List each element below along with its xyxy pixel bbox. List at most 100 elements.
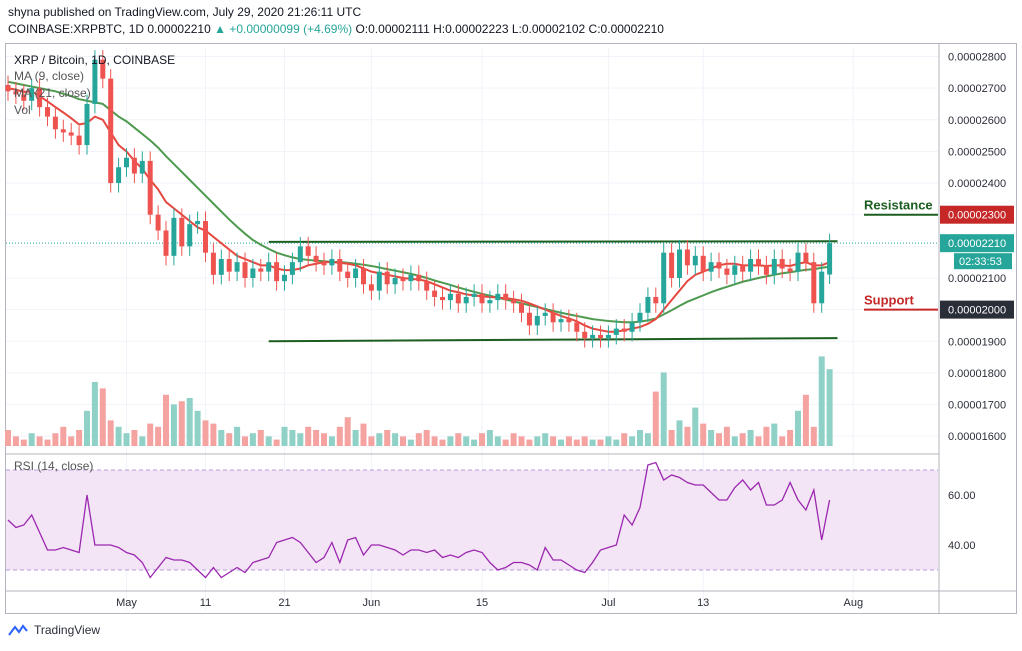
candle-body	[179, 217, 185, 247]
price-tick-label: 0.00001900	[948, 336, 1006, 348]
volume-bar	[613, 439, 620, 446]
volume-bar	[242, 436, 248, 446]
countdown-label: 02:33:53	[959, 256, 1002, 268]
candle-body	[147, 160, 153, 215]
candle-body	[376, 271, 382, 291]
candle-body	[771, 258, 777, 275]
candle-body	[732, 265, 738, 275]
ohlc-values: O:0.00002111 H:0.00002223 L:0.00002102 C…	[355, 22, 664, 36]
time-tick-label: 11	[200, 597, 211, 609]
volume-bar	[5, 430, 11, 446]
volume-bar	[249, 433, 256, 446]
price-tick-label: 0.00002500	[948, 146, 1006, 158]
volume-bar	[431, 436, 438, 446]
candle-body	[337, 258, 343, 272]
volume-bar	[700, 423, 707, 446]
candle-body	[76, 135, 82, 146]
volume-bar	[573, 439, 580, 446]
candle-body	[708, 262, 714, 272]
candle-body	[455, 293, 461, 304]
volume-bar	[44, 439, 51, 446]
ma9-legend: MA (9, close)	[14, 69, 84, 83]
volume-bar	[534, 436, 541, 446]
candle-body	[503, 293, 509, 301]
symbol-label: COINBASE:XRPBTC, 1D	[8, 22, 145, 36]
candle-body	[558, 319, 564, 323]
volume-bar	[486, 430, 493, 446]
volume-bar	[684, 426, 691, 446]
chart-header: shyna published on TradingView.com, July…	[0, 0, 1022, 44]
volume-bar	[771, 423, 778, 446]
volume-bar	[194, 410, 201, 446]
volume-bar	[20, 439, 27, 446]
volume-bar	[321, 433, 327, 446]
volume-bar	[115, 426, 122, 446]
rsi-tick-label: 40.00	[948, 540, 976, 552]
candle-body	[305, 246, 311, 256]
candle-body	[416, 274, 422, 282]
resistance-price-tag-bg	[940, 205, 1014, 224]
candle-body	[677, 249, 682, 278]
volume-bar	[447, 436, 454, 446]
volume-bar	[36, 436, 43, 446]
price-tick-label: 0.00002700	[948, 83, 1006, 95]
volume-bar	[779, 436, 786, 446]
candle-body	[487, 300, 493, 304]
candle-body	[68, 132, 74, 136]
candle-body	[463, 296, 469, 304]
candle-body	[226, 258, 232, 272]
candle-body	[748, 258, 754, 272]
volume-bar	[28, 433, 35, 446]
volume-bar	[439, 439, 446, 446]
candle-body	[787, 268, 793, 272]
volume-bar	[818, 356, 825, 446]
candle-body	[574, 322, 580, 332]
candle-body	[329, 258, 335, 266]
candle-body	[534, 315, 540, 326]
candle-body	[424, 281, 430, 291]
candle-body	[511, 300, 517, 304]
candle-body	[653, 296, 659, 304]
candle-body	[716, 262, 722, 269]
candle-body	[613, 328, 619, 335]
candle-body	[321, 262, 327, 266]
price-change: +0.00000099 (+4.69%)	[229, 22, 353, 36]
candle-body	[629, 322, 635, 332]
volume-bar	[810, 426, 817, 446]
candle-body	[282, 274, 287, 282]
volume-bar	[581, 436, 588, 446]
candle-body	[266, 262, 272, 272]
volume-bar	[91, 382, 98, 446]
candle-body	[210, 252, 216, 275]
time-tick-label: 21	[278, 597, 290, 609]
candle-body	[795, 252, 801, 272]
candle-body	[274, 262, 280, 282]
price-tick-label: 0.00002400	[948, 178, 1006, 190]
candle-body	[495, 293, 501, 301]
volume-bar	[170, 404, 177, 446]
candle-body	[550, 312, 556, 323]
countdown-bg	[954, 253, 1012, 270]
candle-body	[13, 91, 19, 95]
time-tick-label: Jul	[601, 597, 615, 609]
tradingview-logo-icon	[8, 624, 28, 636]
volume-bar	[716, 433, 722, 446]
candle-body	[171, 217, 177, 256]
volume-bar	[637, 430, 643, 446]
volume-bar	[731, 436, 738, 446]
candle-body	[447, 293, 453, 301]
volume-bar	[660, 372, 667, 446]
volume-bar	[558, 439, 564, 446]
volume-bar	[305, 426, 312, 446]
candle-body	[621, 328, 627, 332]
volume-bar	[60, 426, 67, 446]
volume-bar	[518, 436, 525, 446]
candle-body	[479, 293, 485, 304]
volume-bar	[107, 420, 114, 446]
volume-bar	[415, 433, 422, 446]
volume-bar	[139, 436, 146, 446]
volume-bar	[597, 439, 604, 446]
volume-bar	[281, 426, 288, 446]
volume-bar	[218, 430, 225, 446]
